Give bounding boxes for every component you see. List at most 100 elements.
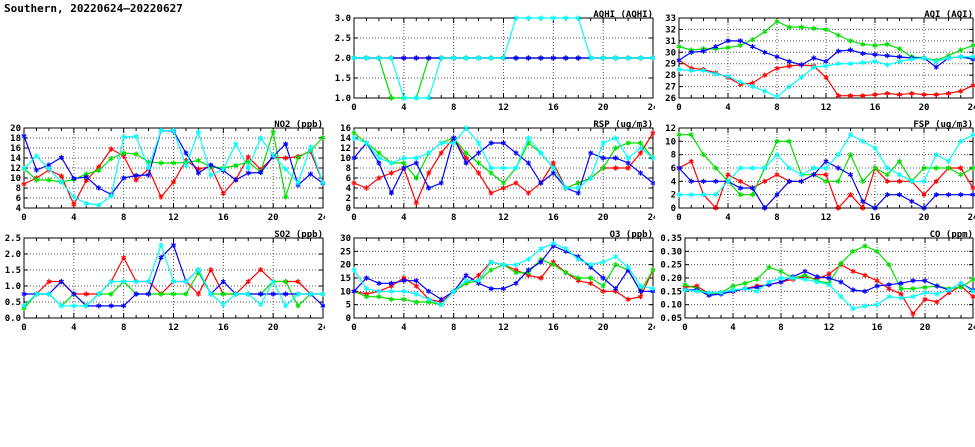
svg-text:AQHI (AQHI): AQHI (AQHI) xyxy=(593,10,653,20)
svg-text:16: 16 xyxy=(548,323,559,333)
svg-text:0.15: 0.15 xyxy=(660,287,682,297)
chart-panel-co[interactable]: 0.05 0.10 0.15 0.20 0.25 0.30 0.35 0 4 8 12 16 20 24 C… xyxy=(655,230,975,340)
svg-text:24: 24 xyxy=(648,323,655,333)
svg-text:25: 25 xyxy=(340,247,351,257)
svg-text:2: 2 xyxy=(671,191,676,201)
svg-text:12: 12 xyxy=(498,323,509,333)
svg-text:30: 30 xyxy=(665,48,676,58)
svg-text:16: 16 xyxy=(218,213,229,223)
svg-text:6: 6 xyxy=(16,194,21,204)
svg-text:8: 8 xyxy=(451,213,456,223)
chart-panel-o3[interactable]: 0 5 10 15 20 25 30 0 4 8 12 16 20 24 O3 (ppb) xyxy=(330,230,655,340)
chart-panel-aqhi[interactable]: 1.0 1.5 2.0 2.5 3.0 0 4 8 12 16 20 24 AQHI (AQHI) xyxy=(330,10,655,120)
svg-text:12: 12 xyxy=(824,323,835,333)
svg-text:0: 0 xyxy=(21,213,26,223)
page-title: Southern, 20220624–20220627 xyxy=(4,2,183,15)
svg-text:0.20: 0.20 xyxy=(660,274,682,284)
svg-text:0.0: 0.0 xyxy=(5,314,21,324)
svg-text:8: 8 xyxy=(774,103,779,113)
svg-text:15: 15 xyxy=(340,274,351,284)
svg-text:24: 24 xyxy=(968,213,975,223)
svg-text:20: 20 xyxy=(920,323,931,333)
svg-text:24: 24 xyxy=(318,213,325,223)
svg-text:8: 8 xyxy=(778,323,783,333)
svg-text:8: 8 xyxy=(451,103,456,113)
svg-text:28: 28 xyxy=(665,71,676,81)
svg-text:18: 18 xyxy=(10,134,21,144)
svg-text:1.5: 1.5 xyxy=(5,266,21,276)
svg-text:20: 20 xyxy=(919,213,930,223)
svg-text:12: 12 xyxy=(498,213,509,223)
svg-text:16: 16 xyxy=(340,124,351,134)
svg-text:26: 26 xyxy=(665,94,676,104)
svg-text:10: 10 xyxy=(340,154,351,164)
svg-text:24: 24 xyxy=(318,323,325,333)
svg-text:10: 10 xyxy=(340,287,351,297)
svg-text:1.5: 1.5 xyxy=(335,74,351,84)
chart-panel-no2[interactable]: 46810121416182004812162024NO2 (ppb) xyxy=(0,120,325,230)
svg-text:4: 4 xyxy=(401,323,407,333)
chart-panel-fsp[interactable]: 02468101204812162024FSP (ug/m3) xyxy=(655,120,975,230)
svg-text:O3 (ppb): O3 (ppb) xyxy=(610,230,653,240)
svg-text:8: 8 xyxy=(671,151,676,161)
svg-text:20: 20 xyxy=(10,124,21,134)
svg-text:2.0: 2.0 xyxy=(5,250,21,260)
svg-text:20: 20 xyxy=(598,103,609,113)
svg-text:4: 4 xyxy=(725,103,731,113)
svg-text:12: 12 xyxy=(168,323,179,333)
svg-text:0: 0 xyxy=(346,204,351,214)
svg-text:20: 20 xyxy=(598,213,609,223)
svg-text:0: 0 xyxy=(351,213,356,223)
svg-text:3.0: 3.0 xyxy=(335,14,351,24)
svg-text:1.0: 1.0 xyxy=(5,282,21,292)
svg-text:4: 4 xyxy=(401,103,407,113)
svg-text:4: 4 xyxy=(346,184,352,194)
svg-text:0: 0 xyxy=(671,204,676,214)
svg-text:NO2 (ppb): NO2 (ppb) xyxy=(274,120,323,130)
svg-text:8: 8 xyxy=(121,323,126,333)
svg-text:2.0: 2.0 xyxy=(335,54,351,64)
svg-text:4: 4 xyxy=(730,323,736,333)
svg-text:12: 12 xyxy=(10,164,21,174)
svg-text:16: 16 xyxy=(548,103,559,113)
svg-text:0.5: 0.5 xyxy=(5,298,21,308)
svg-text:0: 0 xyxy=(351,103,356,113)
svg-text:8: 8 xyxy=(346,164,351,174)
chart-panel-so2[interactable]: 0.0 0.5 1.0 1.5 2.0 2.5 0 4 8 12 16 20 24 SO2 (ppb) xyxy=(0,230,325,340)
svg-text:8: 8 xyxy=(16,184,21,194)
svg-text:SO2 (ppb): SO2 (ppb) xyxy=(274,230,323,240)
svg-text:CO (ppm): CO (ppm) xyxy=(930,230,973,240)
svg-text:32: 32 xyxy=(665,25,676,35)
svg-text:AQI (AQI): AQI (AQI) xyxy=(924,10,973,20)
chart-panel-rsp[interactable]: 024681012141604812162024RSP (ug/m3) xyxy=(330,120,655,230)
svg-text:24: 24 xyxy=(648,213,655,223)
svg-text:14: 14 xyxy=(340,134,351,144)
svg-text:20: 20 xyxy=(268,213,279,223)
svg-text:16: 16 xyxy=(872,323,883,333)
svg-text:0.25: 0.25 xyxy=(660,261,682,271)
svg-text:0: 0 xyxy=(676,103,681,113)
svg-text:2: 2 xyxy=(346,194,351,204)
svg-text:16: 16 xyxy=(870,213,881,223)
svg-text:4: 4 xyxy=(16,204,22,214)
svg-text:12: 12 xyxy=(168,213,179,223)
svg-text:20: 20 xyxy=(598,323,609,333)
svg-text:6: 6 xyxy=(671,164,676,174)
svg-text:27: 27 xyxy=(665,83,676,93)
svg-text:4: 4 xyxy=(71,213,77,223)
svg-text:20: 20 xyxy=(268,323,279,333)
svg-text:4: 4 xyxy=(671,177,677,187)
svg-text:12: 12 xyxy=(821,103,832,113)
svg-text:0: 0 xyxy=(21,323,26,333)
svg-text:2.5: 2.5 xyxy=(5,234,21,244)
svg-text:4: 4 xyxy=(71,323,77,333)
svg-text:0.05: 0.05 xyxy=(660,314,682,324)
svg-text:16: 16 xyxy=(10,144,21,154)
svg-text:1.0: 1.0 xyxy=(335,94,351,104)
svg-text:6: 6 xyxy=(346,174,351,184)
svg-text:4: 4 xyxy=(725,213,731,223)
svg-text:14: 14 xyxy=(10,154,21,164)
svg-text:16: 16 xyxy=(870,103,881,113)
svg-text:33: 33 xyxy=(665,14,676,24)
